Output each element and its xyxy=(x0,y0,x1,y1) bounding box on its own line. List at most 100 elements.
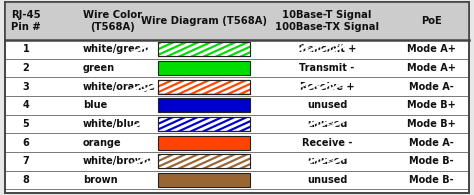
Polygon shape xyxy=(170,80,208,94)
Polygon shape xyxy=(306,80,343,94)
Polygon shape xyxy=(182,42,220,56)
Polygon shape xyxy=(145,154,183,168)
Text: green: green xyxy=(83,63,115,73)
Polygon shape xyxy=(306,154,343,168)
Bar xyxy=(157,173,250,187)
Bar xyxy=(157,80,250,94)
Polygon shape xyxy=(207,154,245,168)
Polygon shape xyxy=(120,42,158,56)
Text: Transmit -: Transmit - xyxy=(300,63,355,73)
Polygon shape xyxy=(268,42,306,56)
Polygon shape xyxy=(133,42,171,56)
Text: Wire Color
(T568A): Wire Color (T568A) xyxy=(83,10,142,32)
Text: RJ-45
Pin #: RJ-45 Pin # xyxy=(11,10,41,32)
Bar xyxy=(157,136,250,150)
Bar xyxy=(157,154,250,168)
Polygon shape xyxy=(306,42,343,56)
Bar xyxy=(157,61,250,75)
Polygon shape xyxy=(256,80,294,94)
Text: Mode B-: Mode B- xyxy=(409,175,454,185)
Text: Mode A+: Mode A+ xyxy=(407,63,456,73)
Polygon shape xyxy=(293,117,331,131)
Polygon shape xyxy=(281,154,319,168)
Polygon shape xyxy=(281,80,319,94)
Text: Mode A-: Mode A- xyxy=(409,82,454,92)
Polygon shape xyxy=(195,117,232,131)
Polygon shape xyxy=(293,42,331,56)
Text: unused: unused xyxy=(307,119,347,129)
Polygon shape xyxy=(256,154,294,168)
Polygon shape xyxy=(256,117,294,131)
Polygon shape xyxy=(268,154,306,168)
Polygon shape xyxy=(170,117,208,131)
Polygon shape xyxy=(157,80,195,94)
Polygon shape xyxy=(195,154,232,168)
Bar xyxy=(157,154,250,168)
Text: 7: 7 xyxy=(23,156,29,166)
Bar xyxy=(157,80,250,94)
Text: 1: 1 xyxy=(23,44,29,54)
Polygon shape xyxy=(318,117,356,131)
Polygon shape xyxy=(207,117,245,131)
Polygon shape xyxy=(170,42,208,56)
Text: white/brown: white/brown xyxy=(83,156,152,166)
Text: unused: unused xyxy=(307,156,347,166)
Text: Transmit +: Transmit + xyxy=(297,44,357,54)
Polygon shape xyxy=(145,42,183,56)
Polygon shape xyxy=(157,42,195,56)
Polygon shape xyxy=(207,42,245,56)
Text: 6: 6 xyxy=(23,137,29,148)
Polygon shape xyxy=(133,154,171,168)
Polygon shape xyxy=(244,117,282,131)
Polygon shape xyxy=(157,117,195,131)
Text: white/green: white/green xyxy=(83,44,149,54)
Text: Mode A-: Mode A- xyxy=(409,137,454,148)
Polygon shape xyxy=(232,154,269,168)
Text: orange: orange xyxy=(83,137,121,148)
Bar xyxy=(157,42,250,56)
Text: Receive -: Receive - xyxy=(302,137,352,148)
Bar xyxy=(157,117,250,131)
Polygon shape xyxy=(232,117,269,131)
Polygon shape xyxy=(219,80,257,94)
Text: unused: unused xyxy=(307,175,347,185)
Polygon shape xyxy=(182,117,220,131)
Polygon shape xyxy=(157,154,195,168)
Polygon shape xyxy=(219,42,257,56)
Polygon shape xyxy=(120,117,158,131)
Text: 3: 3 xyxy=(23,82,29,92)
Polygon shape xyxy=(244,154,282,168)
Text: brown: brown xyxy=(83,175,118,185)
Polygon shape xyxy=(182,80,220,94)
Text: 5: 5 xyxy=(23,119,29,129)
Polygon shape xyxy=(318,154,356,168)
Text: Mode B+: Mode B+ xyxy=(407,119,456,129)
Polygon shape xyxy=(281,42,319,56)
Polygon shape xyxy=(195,80,232,94)
Text: 4: 4 xyxy=(23,100,29,110)
Polygon shape xyxy=(120,80,158,94)
Text: 2: 2 xyxy=(23,63,29,73)
Bar xyxy=(5,2,469,40)
Polygon shape xyxy=(306,117,343,131)
Polygon shape xyxy=(244,42,282,56)
Polygon shape xyxy=(219,117,257,131)
Polygon shape xyxy=(195,42,232,56)
Polygon shape xyxy=(268,117,306,131)
Text: Wire Diagram (T568A): Wire Diagram (T568A) xyxy=(141,16,267,26)
Text: Mode B+: Mode B+ xyxy=(407,100,456,110)
Bar xyxy=(157,154,250,168)
Bar xyxy=(157,42,250,56)
Text: 10Base-T Signal
100Base-TX Signal: 10Base-T Signal 100Base-TX Signal xyxy=(275,10,379,32)
Polygon shape xyxy=(293,154,331,168)
Polygon shape xyxy=(145,80,183,94)
Text: Mode A+: Mode A+ xyxy=(407,44,456,54)
Text: white/orange: white/orange xyxy=(83,82,156,92)
Polygon shape xyxy=(120,154,158,168)
Polygon shape xyxy=(182,154,220,168)
Text: 8: 8 xyxy=(23,175,29,185)
Polygon shape xyxy=(281,117,319,131)
Text: white/blue: white/blue xyxy=(83,119,141,129)
Text: PoE: PoE xyxy=(421,16,442,26)
Polygon shape xyxy=(318,80,356,94)
